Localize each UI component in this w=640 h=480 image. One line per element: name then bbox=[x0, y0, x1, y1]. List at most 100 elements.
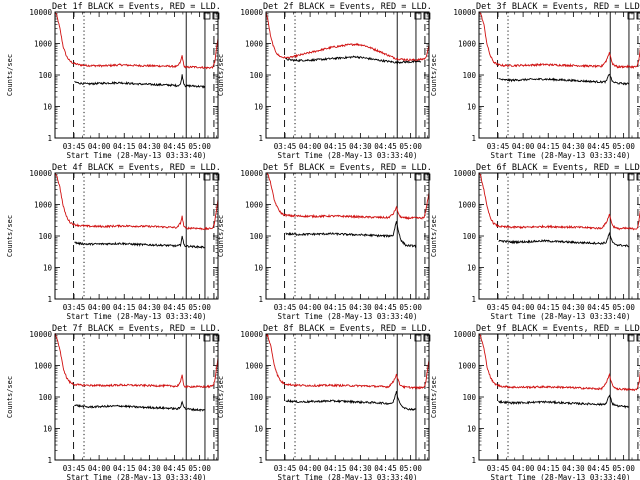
panel-6-flag-box bbox=[627, 173, 635, 181]
panel-8-xtick-label: 05:00 bbox=[399, 464, 422, 473]
panel-8-ylabel: Counts/sec bbox=[217, 376, 225, 418]
panel-2-ytick-label: 10000 bbox=[240, 8, 263, 17]
panel-8-xtick-label: 04:00 bbox=[299, 464, 322, 473]
panel-7-xtick-label: 04:45 bbox=[163, 464, 186, 473]
panel-2-xtick-label: 03:45 bbox=[274, 142, 297, 151]
panel-6-ylabel: Counts/sec bbox=[430, 215, 438, 257]
panel-2-xtick-label: 04:15 bbox=[324, 142, 347, 151]
panel-3-flag-box bbox=[627, 12, 635, 20]
panel-1-xtick-label: 05:00 bbox=[188, 142, 211, 151]
panel-4: Det 4f BLACK = Events, RED = LLD. Counts/… bbox=[6, 163, 221, 321]
panel-2-xtick-label: 04:00 bbox=[299, 142, 322, 151]
panel-1-title: Det 1f BLACK = Events, RED = LLD. bbox=[52, 2, 221, 12]
panel-8-title: Det 8f BLACK = Events, RED = LLD. bbox=[263, 324, 432, 334]
panel-3-xtick-label: 04:00 bbox=[512, 142, 535, 151]
panel-4-xtick-label: 05:00 bbox=[188, 303, 211, 312]
panel-5-xlabel: Start Time (28-May-13 03:33:40) bbox=[278, 312, 418, 321]
panel-3-xtick-label: 04:30 bbox=[562, 142, 585, 151]
panel-5-xtick-label: 04:45 bbox=[374, 303, 397, 312]
panel-3-xtick-label: 04:15 bbox=[537, 142, 560, 151]
panel-7-ytick-label: 10 bbox=[43, 425, 53, 434]
panel-8-series-lld bbox=[265, 333, 430, 390]
panel-1-series-lld bbox=[54, 11, 219, 70]
panel-5-xtick-label: 04:15 bbox=[324, 303, 347, 312]
panel-5-title: Det 5f BLACK = Events, RED = LLD. bbox=[263, 163, 432, 173]
panel-3-frame bbox=[478, 11, 640, 139]
panel-8: Det 8f BLACK = Events, RED = LLD. Counts/… bbox=[217, 324, 432, 480]
panel-5-xtick-label: 04:30 bbox=[349, 303, 372, 312]
panel-6-ytick-label: 100 bbox=[462, 232, 476, 241]
panel-3-ytick-label: 10 bbox=[467, 103, 477, 112]
panel-3-xtick-label: 03:45 bbox=[487, 142, 510, 151]
panel-6-xtick-label: 04:15 bbox=[537, 303, 560, 312]
panel-5-ytick-label: 10 bbox=[254, 264, 264, 273]
panel-8-ytick-label: 100 bbox=[249, 393, 263, 402]
panel-2-xtick-label: 05:00 bbox=[399, 142, 422, 151]
panel-3-ytick-label: 100 bbox=[462, 71, 476, 80]
panel-9-ylabel: Counts/sec bbox=[430, 376, 438, 418]
panel-6-ytick-label: 1000 bbox=[458, 201, 477, 210]
panel-6-title: Det 6f BLACK = Events, RED = LLD. bbox=[476, 163, 640, 173]
panel-4-ytick-label: 10 bbox=[43, 264, 53, 273]
panel-8-ytick-label: 10000 bbox=[240, 330, 263, 339]
panel-8-xtick-label: 04:45 bbox=[374, 464, 397, 473]
panel-8-xtick-label: 04:30 bbox=[349, 464, 372, 473]
panel-9-xlabel: Start Time (28-May-13 03:33:40) bbox=[491, 473, 631, 480]
panel-2-flag-box bbox=[423, 12, 431, 20]
panel-1-ylabel: Counts/sec bbox=[6, 54, 14, 96]
panel-3-ytick-label: 10000 bbox=[453, 8, 476, 17]
panel-4-flag-box bbox=[212, 173, 220, 181]
panel-6-ytick-label: 10000 bbox=[453, 169, 476, 178]
panel-6-ytick-label: 1 bbox=[471, 295, 476, 304]
panel-2-series-events bbox=[285, 55, 422, 65]
panel-4-xlabel: Start Time (28-May-13 03:33:40) bbox=[67, 312, 207, 321]
panel-4-frame bbox=[54, 172, 219, 300]
panel-6-xtick-label: 03:45 bbox=[487, 303, 510, 312]
panel-4-ylabel: Counts/sec bbox=[6, 215, 14, 257]
panel-4-xtick-label: 04:30 bbox=[138, 303, 161, 312]
panel-1-flag-box bbox=[212, 12, 220, 20]
panel-2-ylabel: Counts/sec bbox=[217, 54, 225, 96]
panel-5-ytick-label: 10000 bbox=[240, 169, 263, 178]
panel-1-ytick-label: 10000 bbox=[29, 8, 52, 17]
panel-6-xtick-label: 04:45 bbox=[587, 303, 610, 312]
panel-9-frame bbox=[478, 333, 640, 461]
panel-9-ytick-label: 1000 bbox=[458, 362, 477, 371]
panel-3-series-lld bbox=[478, 12, 640, 69]
panel-9-xtick-label: 05:00 bbox=[612, 464, 635, 473]
panel-2-xlabel: Start Time (28-May-13 03:33:40) bbox=[278, 151, 418, 160]
panel-1-xtick-label: 04:45 bbox=[163, 142, 186, 151]
panel-9-title: Det 9f BLACK = Events, RED = LLD. bbox=[476, 324, 640, 334]
panel-7-ytick-label: 100 bbox=[38, 393, 52, 402]
panel-2-ytick-label: 1000 bbox=[245, 40, 264, 49]
panel-1: Det 1f BLACK = Events, RED = LLD. Counts/… bbox=[6, 2, 221, 160]
panel-4-xtick-label: 04:00 bbox=[88, 303, 111, 312]
panel-2: Det 2f BLACK = Events, RED = LLD. Counts/… bbox=[217, 2, 432, 160]
panel-6-series-lld bbox=[478, 172, 640, 231]
panel-4-ytick-label: 1 bbox=[47, 295, 52, 304]
panel-2-frame bbox=[265, 11, 430, 139]
panel-5-series-events bbox=[285, 221, 417, 248]
panel-6-series-events bbox=[498, 231, 630, 248]
panel-5-xtick-label: 05:00 bbox=[399, 303, 422, 312]
panel-3-xtick-label: 04:45 bbox=[587, 142, 610, 151]
panel-7-ylabel: Counts/sec bbox=[6, 376, 14, 418]
panel-2-title: Det 2f BLACK = Events, RED = LLD. bbox=[263, 2, 432, 12]
panel-9-xtick-label: 04:00 bbox=[512, 464, 535, 473]
panel-7-xtick-label: 05:00 bbox=[188, 464, 211, 473]
panel-4-ytick-label: 1000 bbox=[34, 201, 53, 210]
panel-1-xlabel: Start Time (28-May-13 03:33:40) bbox=[67, 151, 207, 160]
panel-4-flag-box bbox=[203, 173, 211, 181]
panel-7-flag-box bbox=[203, 334, 211, 342]
panel-1-frame bbox=[54, 11, 219, 139]
panel-7-xtick-label: 03:45 bbox=[63, 464, 86, 473]
panel-9: Det 9f BLACK = Events, RED = LLD. Counts/… bbox=[430, 324, 640, 480]
panel-7-flag-box bbox=[212, 334, 220, 342]
panel-2-ytick-label: 1 bbox=[258, 134, 263, 143]
panel-3-xlabel: Start Time (28-May-13 03:33:40) bbox=[491, 151, 631, 160]
panel-3-ytick-label: 1000 bbox=[458, 40, 477, 49]
panel-9-xtick-label: 04:45 bbox=[587, 464, 610, 473]
panel-2-flag-box bbox=[414, 12, 422, 20]
panel-1-ytick-label: 1 bbox=[47, 134, 52, 143]
panel-8-xlabel: Start Time (28-May-13 03:33:40) bbox=[278, 473, 418, 480]
